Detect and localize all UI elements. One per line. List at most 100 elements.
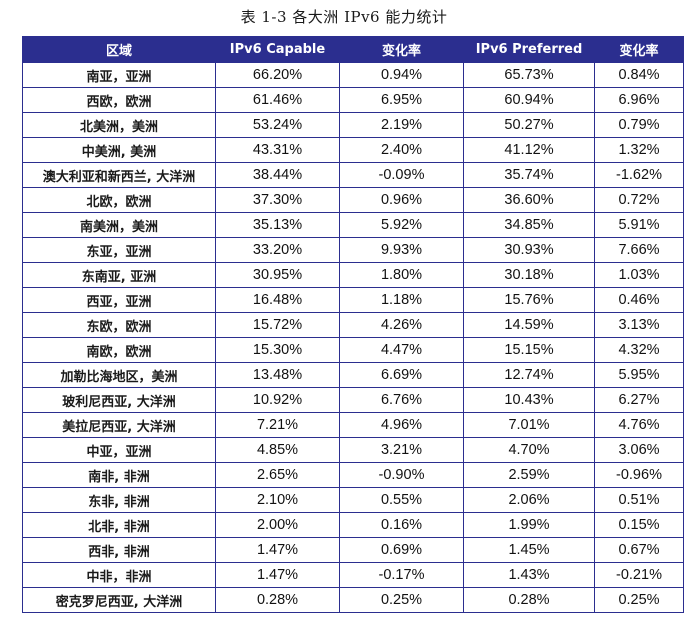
preferred-change-rate-cell: 0.79%: [594, 112, 684, 138]
preferred-change-rate-cell: -1.62%: [594, 162, 684, 188]
ipv6-preferred-cell: 10.43%: [463, 387, 595, 413]
table-row: 玻利尼西亚, 大洋洲 10.92% 6.76% 10.43% 6.27%: [22, 387, 684, 413]
table-row: 南美洲，美洲 35.13% 5.92% 34.85% 5.91%: [22, 212, 684, 238]
region-cell: 密克罗尼西亚, 大洋洲: [22, 587, 216, 613]
capable-change-rate-cell: 4.26%: [339, 312, 464, 338]
table-row: 东亚，亚洲 33.20% 9.93% 30.93% 7.66%: [22, 237, 684, 263]
table-row: 东欧，欧洲 15.72% 4.26% 14.59% 3.13%: [22, 312, 684, 338]
table-row: 北欧，欧洲 37.30% 0.96% 36.60% 0.72%: [22, 187, 684, 213]
ipv6-capable-cell: 0.28%: [215, 587, 340, 613]
preferred-change-rate-cell: 0.51%: [594, 487, 684, 513]
ipv6-preferred-cell: 15.15%: [463, 337, 595, 363]
region-cell: 玻利尼西亚, 大洋洲: [22, 387, 216, 413]
ipv6-capable-cell: 15.72%: [215, 312, 340, 338]
preferred-change-rate-cell: 3.06%: [594, 437, 684, 463]
preferred-change-rate-cell: -0.21%: [594, 562, 684, 588]
preferred-change-rate-cell: 5.91%: [594, 212, 684, 238]
ipv6-capable-cell: 16.48%: [215, 287, 340, 313]
table-row: 中亚，亚洲 4.85% 3.21% 4.70% 3.06%: [22, 437, 684, 463]
table-row: 中非，非洲 1.47% -0.17% 1.43% -0.21%: [22, 562, 684, 588]
ipv6-preferred-cell: 1.45%: [463, 537, 595, 563]
table-row: 东南亚, 亚洲 30.95% 1.80% 30.18% 1.03%: [22, 262, 684, 288]
table-row: 密克罗尼西亚, 大洋洲 0.28% 0.25% 0.28% 0.25%: [22, 587, 684, 613]
header-capable-change-rate: 变化率: [339, 36, 464, 63]
table-row: 西亚，亚洲 16.48% 1.18% 15.76% 0.46%: [22, 287, 684, 313]
capable-change-rate-cell: 0.96%: [339, 187, 464, 213]
preferred-change-rate-cell: 0.84%: [594, 62, 684, 88]
header-region: 区域: [22, 36, 216, 63]
ipv6-capable-cell: 4.85%: [215, 437, 340, 463]
region-cell: 中亚，亚洲: [22, 437, 216, 463]
capable-change-rate-cell: 1.80%: [339, 262, 464, 288]
preferred-change-rate-cell: 1.32%: [594, 137, 684, 163]
capable-change-rate-cell: 0.69%: [339, 537, 464, 563]
ipv6-capable-cell: 30.95%: [215, 262, 340, 288]
capable-change-rate-cell: 4.47%: [339, 337, 464, 363]
capable-change-rate-cell: -0.17%: [339, 562, 464, 588]
ipv6-preferred-cell: 65.73%: [463, 62, 595, 88]
ipv6-preferred-cell: 35.74%: [463, 162, 595, 188]
capable-change-rate-cell: 6.69%: [339, 362, 464, 388]
table-row: 中美洲, 美洲 43.31% 2.40% 41.12% 1.32%: [22, 137, 684, 163]
preferred-change-rate-cell: 5.95%: [594, 362, 684, 388]
ipv6-preferred-cell: 41.12%: [463, 137, 595, 163]
table-row: 加勒比海地区，美洲 13.48% 6.69% 12.74% 5.95%: [22, 362, 684, 388]
ipv6-preferred-cell: 34.85%: [463, 212, 595, 238]
table-caption: 表 1-3 各大洲 IPv6 能力统计: [240, 8, 448, 26]
ipv6-capable-cell: 10.92%: [215, 387, 340, 413]
capable-change-rate-cell: 2.19%: [339, 112, 464, 138]
region-cell: 澳大利亚和新西兰, 大洋洲: [22, 162, 216, 188]
ipv6-preferred-cell: 1.99%: [463, 512, 595, 538]
preferred-change-rate-cell: 4.76%: [594, 412, 684, 438]
preferred-change-rate-cell: 7.66%: [594, 237, 684, 263]
region-cell: 南美洲，美洲: [22, 212, 216, 238]
region-cell: 北美洲，美洲: [22, 112, 216, 138]
region-cell: 南非, 非洲: [22, 462, 216, 488]
capable-change-rate-cell: 6.76%: [339, 387, 464, 413]
ipv6-stats-table: 区域 IPv6 Capable 变化率 IPv6 Preferred 变化率 南…: [22, 36, 684, 613]
ipv6-preferred-cell: 2.59%: [463, 462, 595, 488]
table-row: 澳大利亚和新西兰, 大洋洲 38.44% -0.09% 35.74% -1.62%: [22, 162, 684, 188]
ipv6-capable-cell: 38.44%: [215, 162, 340, 188]
capable-change-rate-cell: 0.25%: [339, 587, 464, 613]
table-row: 南亚，亚洲 66.20% 0.94% 65.73% 0.84%: [22, 62, 684, 88]
ipv6-capable-cell: 13.48%: [215, 362, 340, 388]
region-cell: 北欧，欧洲: [22, 187, 216, 213]
table-row: 东非, 非洲 2.10% 0.55% 2.06% 0.51%: [22, 487, 684, 513]
ipv6-preferred-cell: 12.74%: [463, 362, 595, 388]
header-ipv6-capable: IPv6 Capable: [215, 36, 340, 63]
preferred-change-rate-cell: 0.46%: [594, 287, 684, 313]
capable-change-rate-cell: -0.09%: [339, 162, 464, 188]
capable-change-rate-cell: 6.95%: [339, 87, 464, 113]
ipv6-preferred-cell: 1.43%: [463, 562, 595, 588]
preferred-change-rate-cell: 0.72%: [594, 187, 684, 213]
ipv6-preferred-cell: 60.94%: [463, 87, 595, 113]
ipv6-capable-cell: 1.47%: [215, 562, 340, 588]
ipv6-preferred-cell: 14.59%: [463, 312, 595, 338]
region-cell: 东非, 非洲: [22, 487, 216, 513]
ipv6-preferred-cell: 30.18%: [463, 262, 595, 288]
preferred-change-rate-cell: -0.96%: [594, 462, 684, 488]
capable-change-rate-cell: 1.18%: [339, 287, 464, 313]
header-row: 区域 IPv6 Capable 变化率 IPv6 Preferred 变化率: [22, 36, 684, 63]
region-cell: 加勒比海地区，美洲: [22, 362, 216, 388]
preferred-change-rate-cell: 0.15%: [594, 512, 684, 538]
ipv6-preferred-cell: 15.76%: [463, 287, 595, 313]
ipv6-capable-cell: 37.30%: [215, 187, 340, 213]
capable-change-rate-cell: 9.93%: [339, 237, 464, 263]
table-body: 南亚，亚洲 66.20% 0.94% 65.73% 0.84% 西欧，欧洲 61.46% 6.…: [22, 62, 684, 613]
ipv6-capable-cell: 61.46%: [215, 87, 340, 113]
region-cell: 东亚，亚洲: [22, 237, 216, 263]
preferred-change-rate-cell: 6.27%: [594, 387, 684, 413]
region-cell: 西欧，欧洲: [22, 87, 216, 113]
capable-change-rate-cell: 0.55%: [339, 487, 464, 513]
region-cell: 中美洲, 美洲: [22, 137, 216, 163]
table-row: 南欧，欧洲 15.30% 4.47% 15.15% 4.32%: [22, 337, 684, 363]
table-row: 西非, 非洲 1.47% 0.69% 1.45% 0.67%: [22, 537, 684, 563]
ipv6-capable-cell: 2.65%: [215, 462, 340, 488]
capable-change-rate-cell: 0.94%: [339, 62, 464, 88]
table-row: 北非, 非洲 2.00% 0.16% 1.99% 0.15%: [22, 512, 684, 538]
ipv6-capable-cell: 2.10%: [215, 487, 340, 513]
ipv6-capable-cell: 7.21%: [215, 412, 340, 438]
preferred-change-rate-cell: 0.67%: [594, 537, 684, 563]
